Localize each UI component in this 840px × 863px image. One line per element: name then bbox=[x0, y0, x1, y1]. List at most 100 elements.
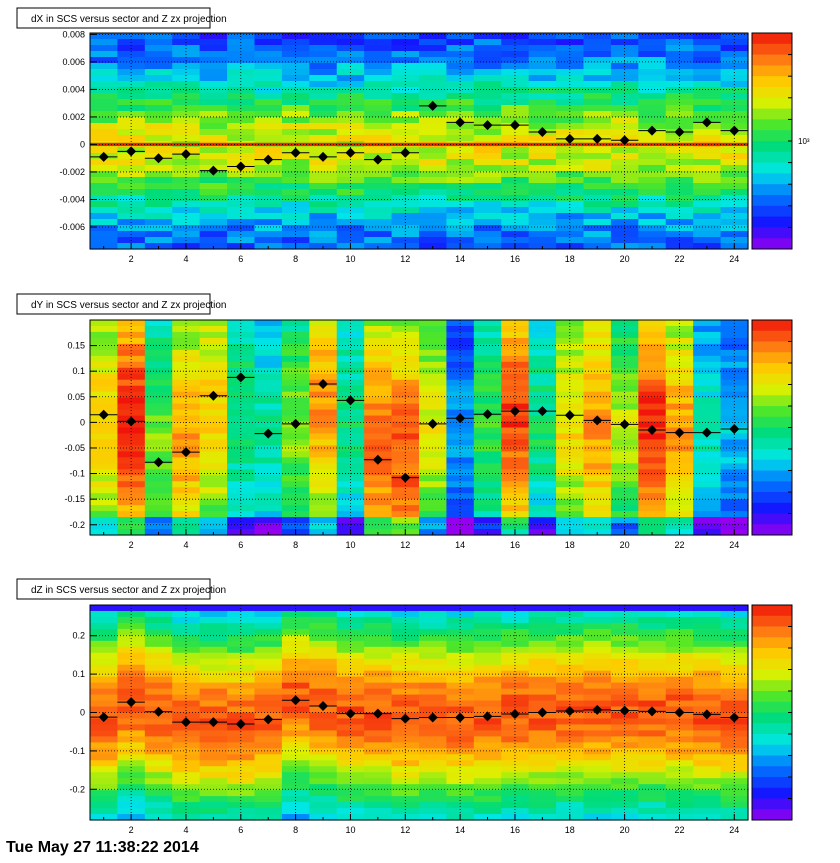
heatmap-cell bbox=[309, 688, 338, 696]
heatmap-cell bbox=[309, 361, 338, 369]
heatmap-cell bbox=[364, 379, 393, 387]
heatmap-cell bbox=[693, 81, 722, 88]
heatmap-cell bbox=[364, 147, 393, 154]
heatmap-cell bbox=[336, 493, 365, 500]
heatmap-cell bbox=[638, 622, 667, 630]
heatmap-cell bbox=[281, 505, 310, 512]
heatmap-cell bbox=[528, 111, 557, 118]
heatmap-cell bbox=[254, 355, 283, 363]
heatmap-cell bbox=[309, 225, 338, 232]
heatmap-cell bbox=[446, 511, 475, 518]
heatmap-cell bbox=[693, 337, 722, 345]
heatmap-cell bbox=[610, 724, 639, 732]
heatmap-cell bbox=[501, 688, 530, 696]
heatmap-cell bbox=[90, 475, 119, 482]
heatmap-cell bbox=[528, 231, 557, 238]
y-tick-label: -0.2 bbox=[69, 784, 85, 794]
y-tick-label: 0.006 bbox=[62, 57, 85, 67]
heatmap-cell bbox=[364, 475, 393, 482]
heatmap-cell bbox=[583, 658, 612, 666]
color-bar-bin bbox=[752, 777, 792, 789]
heatmap-cell bbox=[556, 445, 585, 452]
heatmap-cell bbox=[446, 433, 475, 441]
heatmap-cell bbox=[419, 802, 448, 809]
heatmap-cell bbox=[117, 511, 146, 518]
profile-series bbox=[90, 695, 748, 730]
heatmap-cell bbox=[391, 706, 420, 714]
heatmap-cell bbox=[336, 469, 365, 476]
heatmap-cell bbox=[172, 511, 201, 518]
heatmap-cell bbox=[693, 147, 722, 154]
heatmap-cell bbox=[583, 325, 612, 333]
heatmap-cell bbox=[391, 427, 420, 435]
heatmap-cell bbox=[336, 451, 365, 458]
heatmap-cell bbox=[638, 760, 667, 767]
heatmap-cell bbox=[90, 177, 119, 184]
heatmap-cell bbox=[556, 754, 585, 761]
heatmap-cell bbox=[693, 153, 722, 160]
heatmap-cell bbox=[144, 129, 173, 136]
heatmap-cell bbox=[693, 75, 722, 82]
heatmap-cell bbox=[473, 225, 502, 232]
heatmap-cell bbox=[583, 403, 612, 411]
heatmap-cell bbox=[90, 754, 119, 761]
heatmap-cell bbox=[501, 469, 530, 476]
heatmap-cell bbox=[336, 736, 365, 743]
heatmap-cell bbox=[309, 93, 338, 100]
color-bar-bin bbox=[752, 363, 792, 375]
heatmap-cell bbox=[556, 712, 585, 720]
heatmap-cell bbox=[693, 718, 722, 726]
heatmap-cell bbox=[90, 499, 119, 506]
heatmap-cell bbox=[144, 75, 173, 82]
heatmap-cell bbox=[473, 355, 502, 363]
heatmap-cell bbox=[364, 195, 393, 202]
heatmap-cell bbox=[501, 385, 530, 393]
heatmap-cell bbox=[693, 33, 722, 40]
heatmap-cell bbox=[199, 469, 228, 476]
heatmap-cell bbox=[528, 481, 557, 488]
heatmap-cell bbox=[90, 147, 119, 154]
heatmap-cell bbox=[254, 219, 283, 226]
heatmap-cell bbox=[364, 427, 393, 435]
heatmap-cell bbox=[336, 415, 365, 423]
heatmap-cell bbox=[309, 493, 338, 500]
heatmap-cell bbox=[528, 772, 557, 779]
heatmap-cell bbox=[528, 499, 557, 506]
heatmap-cell bbox=[583, 177, 612, 184]
heatmap-cell bbox=[144, 195, 173, 202]
heatmap-cell bbox=[583, 766, 612, 773]
heatmap-cell bbox=[336, 724, 365, 732]
heatmap-cell bbox=[90, 93, 119, 100]
heatmap-cell bbox=[473, 802, 502, 809]
heatmap-cell bbox=[254, 517, 283, 524]
heatmap-cell bbox=[583, 159, 612, 166]
heatmap-cell bbox=[693, 658, 722, 666]
heatmap-cell bbox=[528, 457, 557, 464]
heatmap-cell bbox=[199, 111, 228, 118]
heatmap-cell bbox=[583, 427, 612, 435]
heatmap-cell bbox=[665, 802, 694, 809]
heatmap-cell bbox=[309, 784, 338, 791]
heatmap-cell bbox=[720, 778, 749, 785]
heatmap-cell bbox=[556, 493, 585, 500]
heatmap-cell bbox=[473, 33, 502, 40]
heatmap-cell bbox=[693, 183, 722, 190]
heatmap-cell bbox=[528, 219, 557, 226]
heatmap-cell bbox=[665, 457, 694, 464]
heatmap-cell bbox=[638, 790, 667, 797]
heatmap-cell bbox=[199, 463, 228, 470]
heatmap-cell bbox=[583, 511, 612, 518]
heatmap-cell bbox=[227, 499, 256, 506]
heatmap-cell bbox=[199, 724, 228, 732]
color-bar-bin bbox=[752, 352, 792, 364]
heatmap-cell bbox=[528, 487, 557, 494]
heatmap-cell bbox=[309, 87, 338, 94]
heatmap-cell bbox=[254, 605, 283, 612]
heatmap-cell bbox=[528, 343, 557, 351]
heatmap-cell bbox=[419, 397, 448, 405]
heatmap-cell bbox=[227, 463, 256, 470]
heatmap-cell bbox=[254, 93, 283, 100]
heatmap-cell bbox=[693, 682, 722, 690]
heatmap-cell bbox=[501, 670, 530, 678]
heatmap-cell bbox=[638, 652, 667, 660]
